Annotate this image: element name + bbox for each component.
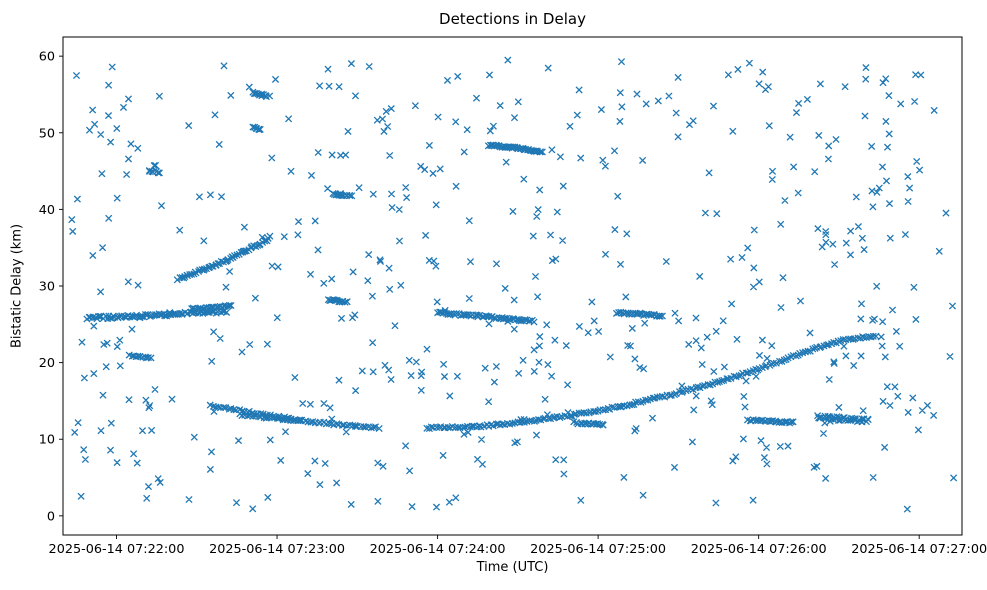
y-tick-label: 20: [39, 356, 55, 371]
chart-title: Detections in Delay: [439, 10, 586, 28]
x-tick-label: 2025-06-14 07:26:00: [691, 542, 827, 557]
y-tick-label: 60: [39, 50, 55, 65]
x-tick-label: 2025-06-14 07:23:00: [209, 542, 345, 557]
axes-box: [62, 36, 963, 536]
y-tick-label: 50: [39, 126, 55, 141]
x-axis-label: Time (UTC): [476, 560, 549, 575]
y-tick-label: 10: [39, 433, 55, 448]
y-tick-label: 40: [39, 203, 55, 218]
y-tick-label: 0: [47, 509, 55, 524]
x-tick-label: 2025-06-14 07:25:00: [530, 542, 666, 557]
x-tick-label: 2025-06-14 07:22:00: [49, 542, 185, 557]
x-tick-label: 2025-06-14 07:27:00: [851, 542, 987, 557]
x-tick-label: 2025-06-14 07:24:00: [370, 542, 506, 557]
y-tick-label: 30: [39, 280, 55, 295]
scatter-markers: [68, 56, 958, 513]
